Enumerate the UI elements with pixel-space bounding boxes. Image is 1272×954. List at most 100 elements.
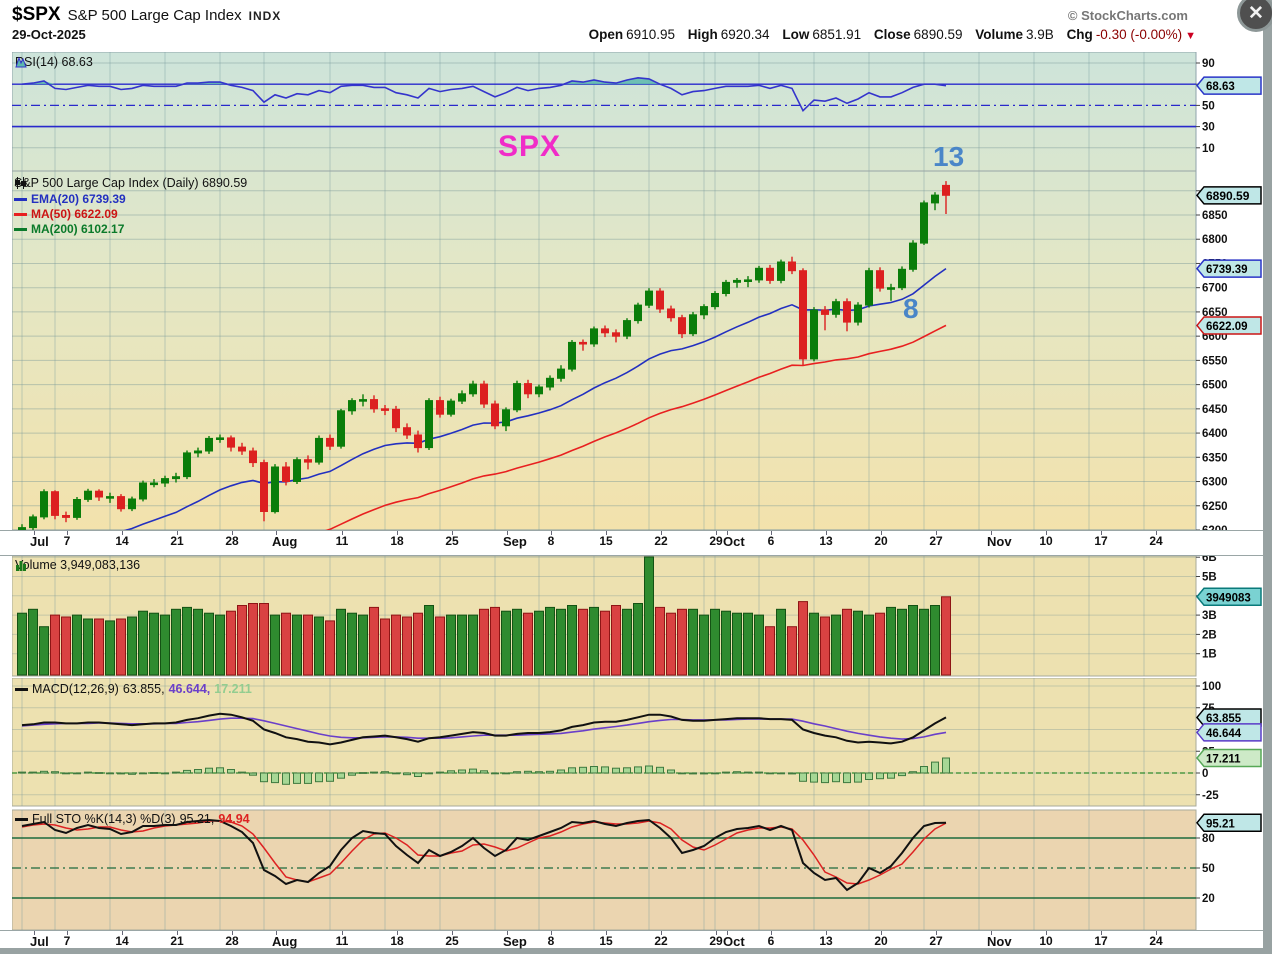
week-tick bbox=[826, 531, 827, 535]
date-axis-bottom: Jul 7 14 21 28 Aug 11 18 25 Sep 8 15 22 29 Oct 6 13 20 27 N… bbox=[0, 930, 1263, 949]
svg-text:3949083: 3949083 bbox=[1206, 592, 1251, 604]
rsi-legend-label: RSI(14) 68.63 bbox=[15, 55, 93, 69]
week-tick bbox=[727, 531, 728, 535]
svg-text:6250: 6250 bbox=[1202, 501, 1228, 513]
date-label-month: Jul bbox=[30, 934, 49, 949]
svg-text:2B: 2B bbox=[1202, 629, 1217, 641]
svg-text:100: 100 bbox=[1202, 681, 1221, 693]
macd-value-1: 63.855, bbox=[122, 682, 165, 696]
week-tick bbox=[507, 531, 508, 535]
date-label: 13 bbox=[819, 534, 833, 548]
week-tick bbox=[881, 531, 882, 535]
axis-badge: 6890.59 bbox=[1196, 186, 1262, 205]
svg-text:20: 20 bbox=[1202, 893, 1215, 905]
ma200-legend: MA(200) 6102.17 bbox=[14, 222, 124, 236]
date-label: 8 bbox=[547, 534, 555, 548]
week-tick bbox=[1046, 931, 1047, 935]
ema20-legend: EMA(20) 6739.39 bbox=[14, 192, 126, 206]
week-tick bbox=[342, 931, 343, 935]
week-tick bbox=[1046, 531, 1047, 535]
chg-down-triangle-icon: ▼ bbox=[1185, 30, 1196, 42]
axis-badge: 68.63 bbox=[1196, 76, 1262, 95]
svg-text:-25: -25 bbox=[1202, 790, 1219, 802]
date-label: 24 bbox=[1149, 934, 1163, 948]
week-tick bbox=[34, 531, 35, 535]
date-label: 28 bbox=[225, 934, 239, 948]
stockcharts-credit: © StockCharts.com bbox=[1067, 8, 1188, 23]
date-label: 22 bbox=[654, 534, 668, 548]
svg-text:6700: 6700 bbox=[1202, 283, 1228, 295]
date-label: 15 bbox=[599, 934, 613, 948]
svg-text:6800: 6800 bbox=[1202, 234, 1228, 246]
date-label: 29 bbox=[709, 934, 723, 948]
chg-label: Chg bbox=[1066, 27, 1093, 42]
week-tick bbox=[606, 931, 607, 935]
close-button[interactable]: ✕ bbox=[1237, 0, 1272, 32]
svg-text:6890.59: 6890.59 bbox=[1206, 189, 1250, 203]
high-label: High bbox=[687, 27, 718, 42]
svg-text:6850: 6850 bbox=[1202, 210, 1228, 222]
date-label: 10 bbox=[1039, 934, 1053, 948]
week-tick bbox=[232, 931, 233, 935]
date-label-month: Sep bbox=[503, 534, 527, 549]
axis-badge: 3949083 bbox=[1196, 587, 1262, 607]
week-tick bbox=[342, 531, 343, 535]
count-13-annotation: 13 bbox=[933, 141, 965, 172]
svg-text:6650: 6650 bbox=[1202, 307, 1228, 319]
sto-legend: Full STO %K(14,3) %D(3) 95.21, 94.94 bbox=[15, 812, 250, 826]
svg-text:1B: 1B bbox=[1202, 649, 1217, 661]
axis-badge: 6739.39 bbox=[1196, 259, 1262, 278]
price-legend-label: S&P 500 Large Cap Index (Daily) 6890.59 bbox=[14, 176, 248, 190]
svg-text:17.211: 17.211 bbox=[1206, 754, 1241, 766]
index-name: S&P 500 Large Cap Index bbox=[67, 7, 242, 24]
date-label: 10 bbox=[1039, 534, 1053, 548]
week-tick bbox=[936, 931, 937, 935]
rsi-legend: RSI(14) 68.63 bbox=[15, 55, 93, 69]
open-label: Open bbox=[588, 27, 624, 42]
date-label: 25 bbox=[445, 934, 459, 948]
ema20-label: EMA(20) 6739.39 bbox=[31, 192, 126, 206]
sto-legend-name: Full STO %K(14,3) %D(3) bbox=[32, 812, 176, 826]
svg-text:6300: 6300 bbox=[1202, 477, 1228, 489]
exchange-label: INDX bbox=[248, 9, 282, 23]
week-tick bbox=[991, 531, 992, 535]
week-tick bbox=[34, 931, 35, 935]
week-tick bbox=[67, 931, 68, 935]
week-tick bbox=[276, 531, 277, 535]
date-label-month: Jul bbox=[30, 534, 49, 549]
volume-panel: 6B5B4B3B2B1B3949083 bbox=[12, 554, 1262, 677]
svg-text:6350: 6350 bbox=[1202, 452, 1228, 464]
date-label: 17 bbox=[1094, 534, 1108, 548]
date-label: 15 bbox=[599, 534, 613, 548]
axis-badge: 46.644 bbox=[1196, 723, 1262, 742]
rsi-and-price-panel: 9070503010690068506800675067006650660065… bbox=[12, 52, 1262, 530]
svg-text:68.63: 68.63 bbox=[1206, 81, 1235, 93]
date-label: 7 bbox=[63, 534, 71, 548]
svg-text:50: 50 bbox=[1202, 100, 1215, 112]
stochastic-panel: 80 50 20 95.21 bbox=[12, 809, 1262, 931]
date-label-month: Nov bbox=[987, 534, 1012, 549]
week-tick bbox=[716, 531, 717, 535]
axis-badge: 63.855 bbox=[1196, 708, 1262, 727]
date-label: 6 bbox=[767, 934, 775, 948]
date-label-month: Sep bbox=[503, 934, 527, 949]
date-label: 22 bbox=[654, 934, 668, 948]
svg-text:63.855: 63.855 bbox=[1206, 713, 1242, 725]
week-tick bbox=[727, 931, 728, 935]
date-label: 13 bbox=[819, 934, 833, 948]
week-tick bbox=[452, 531, 453, 535]
high-value: 6920.34 bbox=[720, 27, 770, 42]
axis-badge: 95.21 bbox=[1196, 813, 1262, 833]
price-legend-title: S&P 500 Large Cap Index (Daily) 6890.59 bbox=[14, 176, 247, 190]
date-label: 20 bbox=[874, 934, 888, 948]
date-label: 7 bbox=[63, 934, 71, 948]
date-label: 11 bbox=[335, 534, 349, 548]
date-label: 21 bbox=[170, 934, 184, 948]
chart-title-row: $SPX S&P 500 Large Cap Index INDX bbox=[12, 4, 281, 26]
week-tick bbox=[452, 931, 453, 935]
ticker-symbol: $SPX bbox=[12, 4, 61, 25]
week-tick bbox=[771, 531, 772, 535]
date-label-month: Aug bbox=[272, 534, 298, 549]
svg-text:3B: 3B bbox=[1202, 610, 1217, 622]
